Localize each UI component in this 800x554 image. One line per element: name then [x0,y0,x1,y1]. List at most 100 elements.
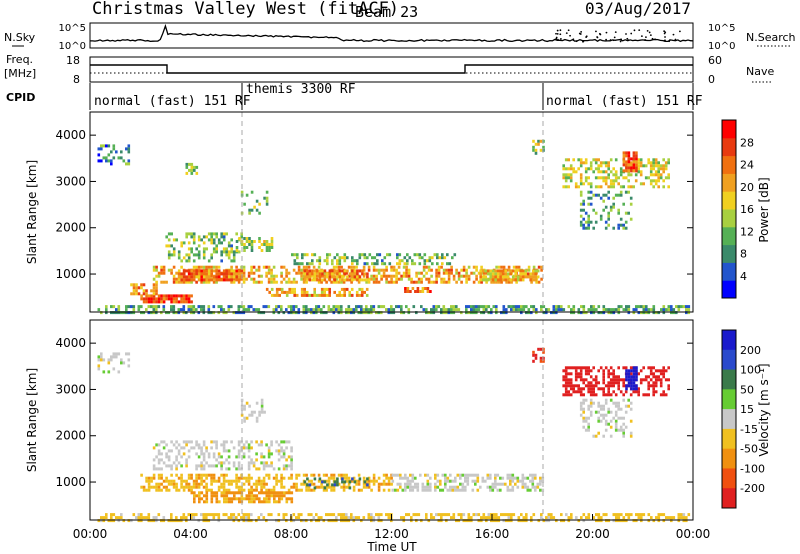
data-cell-power [479,275,482,279]
data-cell-velocity [462,519,466,523]
data-cell-velocity [280,455,283,459]
data-cell-power [340,280,343,284]
data-cell-power [287,277,291,281]
data-cell-velocity [615,516,618,520]
data-cell-power [182,280,186,284]
data-cell-power [579,208,583,212]
data-cell-power [172,305,176,309]
data-cell-power [317,280,321,284]
data-cell-velocity [232,461,236,465]
data-cell-velocity [275,500,279,504]
velocity-colorbar-tick: -200 [740,482,765,495]
data-cell-velocity [614,375,618,379]
data-cell-power [197,235,201,239]
data-cell-velocity [521,482,525,486]
data-cell-power [202,305,206,309]
data-cell-power [175,280,178,284]
data-cell-velocity [682,513,686,517]
data-cell-velocity [612,381,615,385]
data-cell-power [562,164,565,168]
data-cell-power [225,278,228,282]
data-cell-power [475,311,478,315]
data-cell-velocity [212,513,216,517]
data-cell-velocity [260,452,263,456]
data-cell-velocity [635,519,638,523]
data-cell-power [192,269,196,273]
data-cell-velocity [564,384,568,388]
data-cell-power [597,185,600,189]
data-cell-power [607,167,610,171]
noise-search-dot [556,32,559,35]
data-cell-velocity [262,482,266,486]
data-cell-velocity [585,516,588,520]
data-cell-velocity [592,393,595,397]
data-cell-power [507,268,511,272]
data-cell-power [337,280,341,284]
data-cell-power [447,280,451,284]
noise-search-dot [620,38,623,41]
data-cell-power [337,311,341,315]
data-cell-power [635,308,638,312]
data-cell-power [594,220,598,224]
data-cell-power [652,167,655,171]
data-cell-velocity [534,476,537,480]
data-cell-power [489,272,492,276]
data-cell-power [155,305,158,309]
data-cell-velocity [612,519,616,523]
data-cell-velocity [352,485,356,489]
data-cell-velocity [455,519,458,523]
data-cell-power [410,277,413,281]
data-cell-power [192,275,196,279]
data-cell-velocity [615,519,618,523]
data-cell-power [322,311,326,315]
data-cell-power [220,305,223,309]
data-cell-power [426,290,430,293]
data-cell-power [592,308,596,312]
data-cell-power [200,272,203,276]
data-cell-power [361,269,364,273]
data-cell-velocity [122,519,126,523]
data-cell-power [185,232,188,236]
data-cell-power [182,294,186,298]
data-cell-power [512,308,516,312]
velocity-colorbar-swatch [722,349,736,371]
data-cell-power [520,311,523,315]
data-cell-velocity [202,458,206,462]
data-cell-power [592,170,595,174]
data-cell-velocity [605,519,608,523]
freq-panel: Freq. [MHz] 18 8 60 0 Nave [4,53,774,86]
data-cell-power [190,232,193,236]
data-cell-power [505,308,508,312]
data-cell-power [584,158,588,162]
data-cell-power [442,305,446,309]
data-cell-velocity [604,401,608,405]
data-cell-power [652,173,655,177]
data-cell-velocity [275,479,278,483]
data-cell-power [187,275,191,279]
data-cell-power [649,161,653,165]
data-cell-power [360,287,364,291]
data-cell-power [662,164,665,168]
data-cell-power [162,268,166,272]
data-cell-power [619,167,623,171]
data-cell-power [270,287,274,291]
data-cell-velocity [380,519,383,523]
data-cell-power [664,176,668,180]
data-cell-power [112,311,116,315]
data-cell-power [155,265,158,269]
data-cell-power [582,217,585,221]
data-cell-power [662,308,666,312]
data-cell-power [102,156,106,160]
data-cell-velocity [187,440,191,444]
data-cell-velocity [202,473,206,477]
data-cell-power [185,259,188,263]
data-cell-velocity [310,482,313,486]
data-cell-power [362,268,366,272]
data-cell-power [192,253,196,257]
data-cell-power [685,311,688,315]
data-cell-velocity [242,488,246,492]
data-cell-velocity [377,519,381,523]
data-cell-power [245,277,248,281]
data-cell-velocity [162,479,166,483]
